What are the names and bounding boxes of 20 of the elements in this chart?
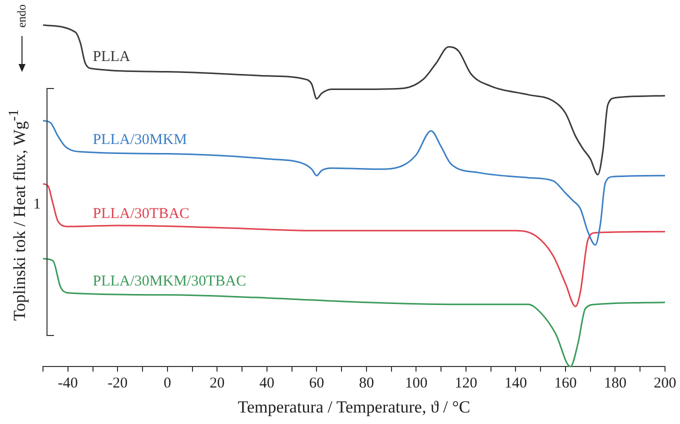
x-tick-label: 20 — [210, 376, 225, 392]
x-tick-label: 0 — [164, 376, 172, 392]
series-label: PLLA/30MKM/30TBAC — [92, 273, 246, 290]
x-tick-label: 40 — [259, 376, 274, 392]
x-tick-label: -40 — [58, 376, 78, 392]
x-tick-label: 200 — [654, 376, 676, 392]
text: 1 — [33, 196, 41, 214]
x-tick-label: 140 — [504, 376, 527, 392]
x-tick-label: 160 — [554, 376, 577, 392]
x-tick-label: 100 — [404, 376, 428, 392]
x-tick-label: 80 — [358, 376, 374, 392]
series-label: PLLA/30TBAC — [92, 206, 190, 222]
text: endo — [14, 4, 30, 28]
series-label: PLLA — [92, 49, 130, 66]
x-tick-label: 120 — [454, 376, 478, 392]
x-tick-label: 180 — [604, 376, 626, 392]
x-axis-title: Temperatura / Temperature, ϑ / °C — [238, 397, 470, 416]
x-tick-label: 60 — [309, 376, 324, 392]
x-tick-label: -20 — [108, 376, 128, 392]
series-label: PLLA/30MKM — [92, 132, 187, 148]
